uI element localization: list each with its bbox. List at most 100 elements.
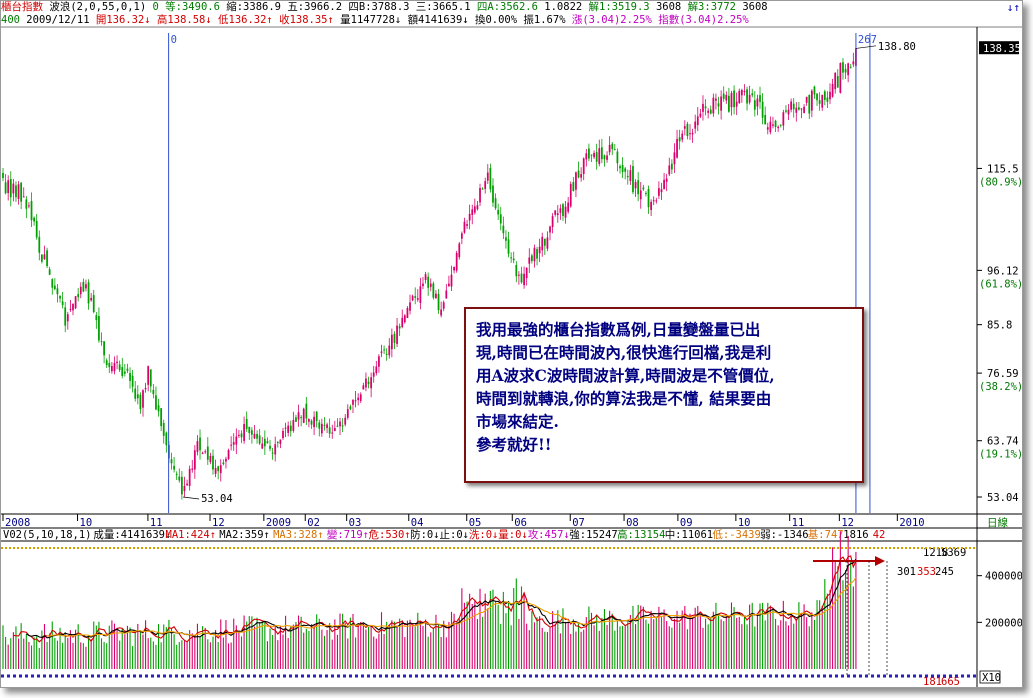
y-tick-label: 96.12 (987, 265, 1019, 277)
x-tick-label: 2009 (266, 517, 291, 529)
candle-body (256, 433, 258, 439)
candle-body (634, 181, 637, 189)
annotation-box: 我用最強的櫃台指數爲例,日量變盤量已出 現,時間已在時間波內,很快進行回檔,我是… (464, 307, 864, 483)
volume-header-field: 低:-3439 (712, 528, 760, 541)
candle-body (370, 377, 373, 389)
candle-body (155, 395, 157, 410)
candle-body (595, 152, 598, 162)
candle-body (800, 108, 803, 110)
candle-body (118, 364, 121, 370)
candle-body (354, 400, 357, 402)
quote-field: 漲(3.04)2.25% (571, 14, 659, 26)
x-tick-label: 11 (150, 517, 163, 529)
x-tick-label: 10 (738, 517, 751, 529)
candle-body (782, 112, 785, 126)
candle-body (520, 273, 523, 283)
candle-body (484, 181, 487, 189)
volume-y-tick-label: 400000 (985, 571, 1022, 583)
candle-body (271, 452, 274, 454)
candle-body (175, 473, 178, 475)
candle-body (129, 372, 131, 381)
candle-body (401, 317, 404, 328)
volume-header-field: 1816 (843, 529, 868, 541)
high-label: 138.80 (878, 41, 916, 53)
candle-body (702, 103, 704, 112)
candle-body (538, 246, 541, 254)
candle-body (79, 286, 82, 295)
candle-body (380, 351, 383, 353)
candle-body (582, 158, 585, 174)
candle-body (134, 388, 137, 399)
candle-body (186, 483, 188, 486)
candle-body (2, 173, 4, 179)
candle-body (284, 427, 287, 429)
candle-body (206, 446, 209, 460)
candle-body (637, 180, 640, 195)
candle-body (310, 420, 313, 425)
candle-body (849, 66, 852, 68)
candle-body (554, 210, 557, 215)
candle-body (396, 325, 398, 344)
header-field: 四A:3562.6 (476, 1, 545, 13)
candle-body (160, 408, 163, 427)
candle-body (792, 103, 795, 110)
candle-body (121, 367, 124, 376)
candle-body (699, 113, 702, 117)
candle-body (393, 333, 396, 343)
candle-body (92, 295, 95, 313)
candle-body (289, 425, 292, 432)
annotation-line: 時間到就轉浪,你的算法我是不懂, 結果要由 (476, 389, 772, 408)
candle-body (82, 281, 85, 292)
scroll-arrows-icon[interactable]: ↓↑ (1006, 1, 1020, 14)
candle-body (173, 465, 175, 470)
candle-body (323, 424, 326, 426)
candle-body (165, 432, 168, 446)
candle-body (707, 110, 710, 113)
candle-body (660, 189, 663, 193)
volume-header-field: 洗:0↓ (469, 529, 498, 541)
x-tick-label: 07 (572, 517, 585, 529)
candle-body (110, 366, 113, 372)
candle-body (499, 214, 502, 224)
header-field: 五:3966.2 (287, 1, 349, 13)
quote-field: 2009/12/11 (26, 14, 96, 26)
candle-body (831, 83, 834, 97)
candle-body (471, 209, 474, 215)
candle-body (567, 202, 570, 212)
candle-body (559, 208, 562, 213)
candle-body (116, 361, 118, 364)
volume-header-field: 止:0↓ (440, 529, 469, 541)
chart-canvas[interactable]: 0 267 53.04 138.80 53.04 63.74(19.1%) 76.59(38… (1, 1, 1022, 687)
candle-body (313, 416, 315, 428)
candle-body (409, 302, 411, 311)
last-close-label: 138.35 (983, 43, 1021, 55)
candle-body (663, 179, 665, 190)
candle-body (41, 254, 43, 262)
candle-body (30, 200, 33, 221)
quote-field: 開136.32↓ (95, 14, 157, 26)
header-row-2: 400 2009/12/11 開136.32↓ 高138.58↓ 低136.32… (1, 14, 749, 27)
header-field: 解1:3519.3 (588, 1, 656, 13)
quote-field: 振1.67% (523, 14, 572, 26)
candle-body (839, 62, 842, 93)
candle-body (287, 425, 290, 433)
candle-body (546, 237, 549, 249)
candle-body (147, 366, 150, 385)
candle-body (318, 422, 321, 429)
candle-body (320, 423, 323, 434)
candle-body (333, 427, 336, 431)
candle-body (302, 408, 305, 423)
candle-body (25, 199, 28, 209)
candle-body (683, 126, 686, 129)
candle-body (455, 252, 458, 271)
y-tick-pct-label: (38.2%) (979, 381, 1022, 393)
volume-header-field: MA3:328↑ (273, 529, 324, 541)
header-field: 3608 (655, 1, 688, 13)
y-tick-label: 53.04 (987, 492, 1019, 504)
header-field: 三:3665.1 (415, 1, 477, 13)
candle-body (196, 441, 199, 452)
candle-body (798, 107, 800, 110)
candle-body (43, 254, 46, 260)
candle-body (541, 236, 544, 251)
candle-body (199, 437, 201, 451)
